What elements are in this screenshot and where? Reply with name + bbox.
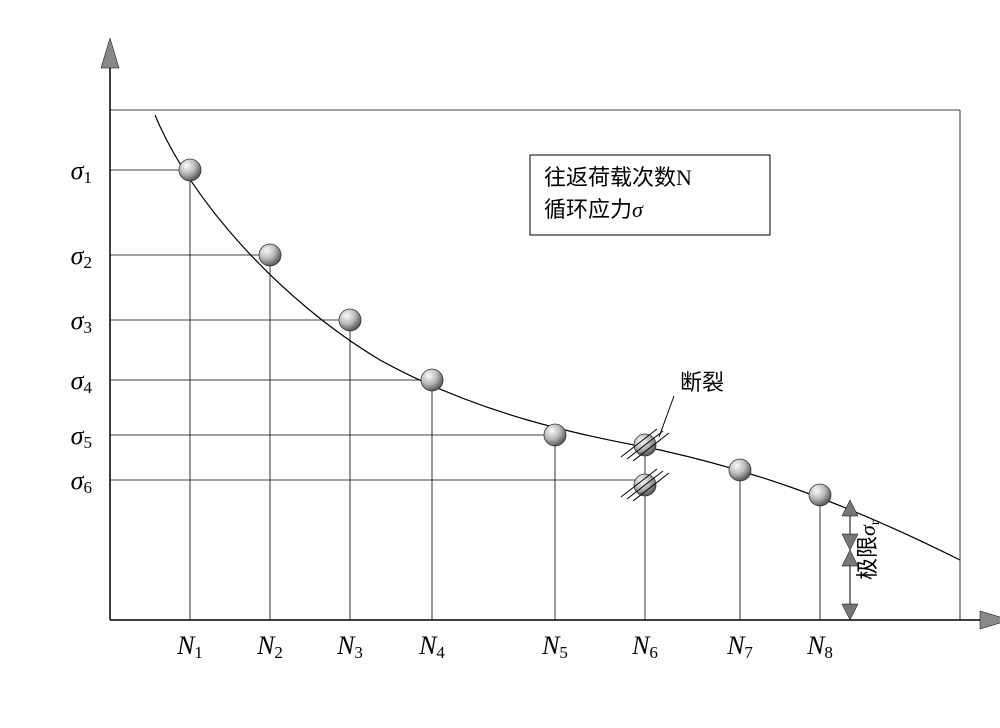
x-tick-label: N6 xyxy=(631,631,658,662)
x-tick-label: N3 xyxy=(336,631,363,662)
y-tick-label: σ4 xyxy=(71,366,93,397)
limit-label: 极限σr xyxy=(855,520,883,580)
y-tick-label: σ5 xyxy=(71,421,92,452)
legend-line-2: 循环应力σ xyxy=(544,197,644,222)
x-tick-label: N2 xyxy=(256,631,283,662)
y-tick-label: σ3 xyxy=(71,306,92,337)
x-tick-label: N7 xyxy=(726,631,753,662)
legend-line-1: 往返荷载次数N xyxy=(544,165,692,190)
fracture-leader xyxy=(659,396,674,437)
x-tick-label: N4 xyxy=(418,631,445,662)
y-tick-label: σ6 xyxy=(71,466,92,497)
x-tick-label: N5 xyxy=(541,631,568,662)
y-tick-label: σ1 xyxy=(71,156,92,187)
y-axis-arrow xyxy=(101,38,119,68)
svg-text:极限σr: 极限σr xyxy=(855,520,883,580)
x-tick-label: N8 xyxy=(806,631,833,662)
x-tick-label: N1 xyxy=(176,631,203,662)
y-tick-label: σ2 xyxy=(71,241,92,272)
fracture-label: 断裂 xyxy=(680,370,724,395)
sn-curve-chart: σ1 σ2 σ3 σ4 σ5 σ6 N1 N2 N3 N4 N5 N6 N7 N8 断裂 往返荷载次数N 循环应… xyxy=(20,20,1000,708)
x-axis-arrow xyxy=(980,611,1000,629)
